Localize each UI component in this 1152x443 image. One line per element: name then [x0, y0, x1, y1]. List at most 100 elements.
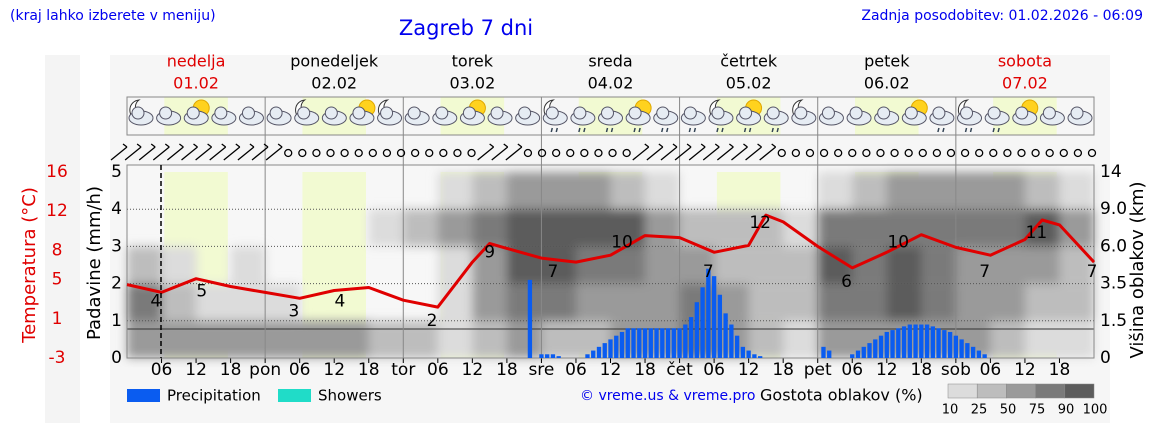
cloud-cell — [161, 246, 197, 284]
cloud-cell — [748, 246, 784, 284]
calm — [989, 148, 998, 158]
cloud-cell — [541, 246, 577, 284]
day-date: 04.02 — [588, 74, 634, 93]
cloud-cell — [817, 283, 853, 321]
precip-bar — [694, 302, 699, 358]
cloud-cell — [575, 283, 611, 321]
calm — [580, 148, 589, 158]
x-tick-label: čet — [666, 360, 693, 380]
calm — [284, 148, 293, 158]
wind-barb — [237, 143, 255, 161]
calm — [1059, 148, 1068, 158]
icon-frame — [126, 96, 1095, 136]
cloud-icon — [269, 106, 283, 120]
cloud-cell — [610, 172, 646, 210]
cloud-cell — [472, 320, 508, 358]
calm — [354, 148, 363, 158]
x-tick-label: 18 — [358, 360, 380, 380]
precip-bar — [671, 328, 676, 358]
cloud-cell — [230, 246, 266, 284]
x-tick-label: 06 — [980, 360, 1002, 380]
cloud-cell — [541, 172, 577, 210]
cloud-icon — [435, 106, 449, 120]
precip-bar — [907, 324, 912, 358]
cloud-cell — [368, 209, 404, 247]
wind-barb — [688, 143, 706, 161]
temp-label: 4 — [150, 291, 161, 311]
cloud-icon — [1015, 106, 1029, 120]
cloud-cell — [403, 209, 439, 247]
cloud-cell — [817, 209, 853, 247]
precip-bar — [947, 331, 953, 358]
cloud-icon — [821, 106, 835, 120]
precip-bar — [861, 346, 866, 358]
rain-icon — [743, 127, 752, 133]
density-label: 50 — [1000, 403, 1017, 418]
calm — [946, 148, 956, 158]
cloud-icon — [1070, 106, 1084, 120]
cloud-icon — [186, 106, 200, 120]
x-tick-label: 12 — [738, 360, 760, 380]
wind-barb — [166, 143, 184, 161]
x-tick-label: 06 — [565, 360, 587, 380]
cloud-tick-label: 0 — [1100, 348, 1111, 368]
cloud-cell — [196, 320, 232, 358]
calm — [425, 148, 434, 158]
precip-bar — [757, 356, 763, 358]
cloud-cell — [575, 246, 611, 284]
cloud-cell — [403, 320, 439, 358]
cloud-icon — [1042, 106, 1056, 120]
precip-bar — [855, 350, 861, 358]
cloud-icon — [932, 106, 946, 120]
density-label: 100 — [1083, 403, 1108, 418]
precip-bar — [873, 339, 878, 358]
precip-bar — [642, 328, 648, 358]
precip-bar — [890, 330, 895, 358]
cloud-icon — [656, 106, 670, 120]
precip-tick-label: 0 — [111, 348, 122, 368]
x-tick-label: 12 — [600, 360, 622, 380]
cloud-cell — [921, 283, 957, 321]
layer: 012345-3158121601.53.56.09.014nedelja01.… — [46, 52, 1127, 418]
rain-icon — [661, 127, 669, 133]
cloud-icon — [407, 106, 421, 120]
density-swatch — [1035, 383, 1066, 399]
cloud-cell — [645, 209, 681, 247]
x-tick-label: sre — [528, 360, 554, 380]
calm — [382, 148, 392, 158]
cloud-cell — [1024, 320, 1060, 358]
day-name: ponedeljek — [290, 52, 379, 71]
wind-barb — [195, 143, 213, 161]
density-swatch — [1064, 383, 1095, 399]
precip-bar — [706, 268, 711, 358]
density-label: 75 — [1029, 403, 1046, 418]
day-date: 02.02 — [311, 74, 357, 93]
cloud-cell — [472, 209, 508, 247]
cloud-cell — [645, 172, 681, 210]
cloud-cell — [990, 209, 1026, 247]
temp-label: 2 — [427, 311, 438, 331]
wind-barb — [632, 143, 650, 161]
page-title: Zagreb 7 dni — [399, 16, 533, 40]
calm — [566, 148, 575, 158]
x-tick-label: 12 — [185, 360, 207, 380]
precip-bar — [614, 335, 619, 358]
cloud-cell — [161, 320, 197, 358]
cloud-icon — [711, 106, 725, 120]
x-tick-label: 18 — [634, 360, 656, 380]
cloud-cell — [645, 246, 681, 284]
calm — [848, 148, 857, 158]
cloud-cell — [1024, 283, 1060, 321]
cloud-cell — [1024, 172, 1060, 210]
cloud-cell — [990, 172, 1026, 210]
calm — [1073, 148, 1083, 158]
cloud-icon — [739, 106, 753, 120]
precip-bar — [608, 339, 613, 358]
cloud-cell — [506, 209, 542, 247]
day-name: nedelja — [167, 52, 226, 71]
rain-icon — [937, 127, 945, 133]
calm — [551, 148, 561, 158]
cloud-cell — [886, 209, 922, 247]
cloud-icon — [545, 106, 559, 120]
calm — [834, 148, 843, 158]
